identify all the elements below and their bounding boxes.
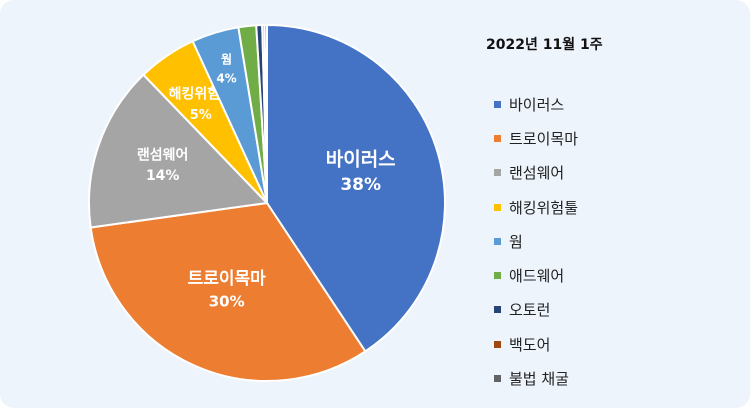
legend-swatch [494,100,501,108]
legend-label: 해킹위험툴 [509,198,579,217]
legend-item-백도어[interactable]: 백도어 [494,327,578,361]
legend-item-불법-채굴[interactable]: 불법 채굴 [494,361,578,395]
slice-value-웜: 4% [216,72,236,86]
legend-swatch [494,134,501,142]
legend-label: 바이러스 [509,95,565,114]
legend-swatch [494,203,501,211]
slice-label-트로이목마: 트로이목마 [188,269,267,289]
slice-value-바이러스: 38% [340,175,381,195]
legend-swatch [494,306,501,314]
legend-swatch [494,237,501,245]
legend-item-웜[interactable]: 웜 [494,224,578,258]
slice-label-웜: 웜 [221,52,232,67]
pie-slice-트로이목마[interactable] [89,201,367,382]
legend-swatch [494,169,501,177]
slice-label-바이러스: 바이러스 [326,149,396,171]
legend-label: 백도어 [509,335,551,354]
legend-item-트로이목마[interactable]: 트로이목마 [494,121,578,155]
legend-item-바이러스[interactable]: 바이러스 [494,87,578,121]
legend-swatch [494,375,501,383]
slice-value-랜섬웨어: 14% [146,168,180,184]
legend-item-애드웨어[interactable]: 애드웨어 [494,258,578,292]
legend-label: 오토런 [509,301,551,320]
slice-value-해킹위험툴: 5% [190,108,212,123]
legend-label: 트로이목마 [509,129,579,148]
pie-slice-불법-채굴[interactable] [263,23,268,204]
legend-item-해킹위험툴[interactable]: 해킹위험툴 [494,190,578,224]
legend-label: 웜 [509,232,523,251]
slice-value-트로이목마: 30% [209,293,245,311]
chart-title: 2022년 11월 1주 [486,37,603,53]
legend-label: 불법 채굴 [509,370,569,389]
legend-swatch [494,340,501,348]
pie-slice-랜섬웨어[interactable] [88,73,270,229]
legend-label: 랜섬웨어 [509,164,565,183]
slice-label-랜섬웨어: 랜섬웨어 [137,147,189,164]
legend-item-랜섬웨어[interactable]: 랜섬웨어 [494,156,578,190]
legend-swatch [494,272,501,280]
legend-item-오토런[interactable]: 오토런 [494,293,578,327]
legend-label: 애드웨어 [509,267,565,286]
